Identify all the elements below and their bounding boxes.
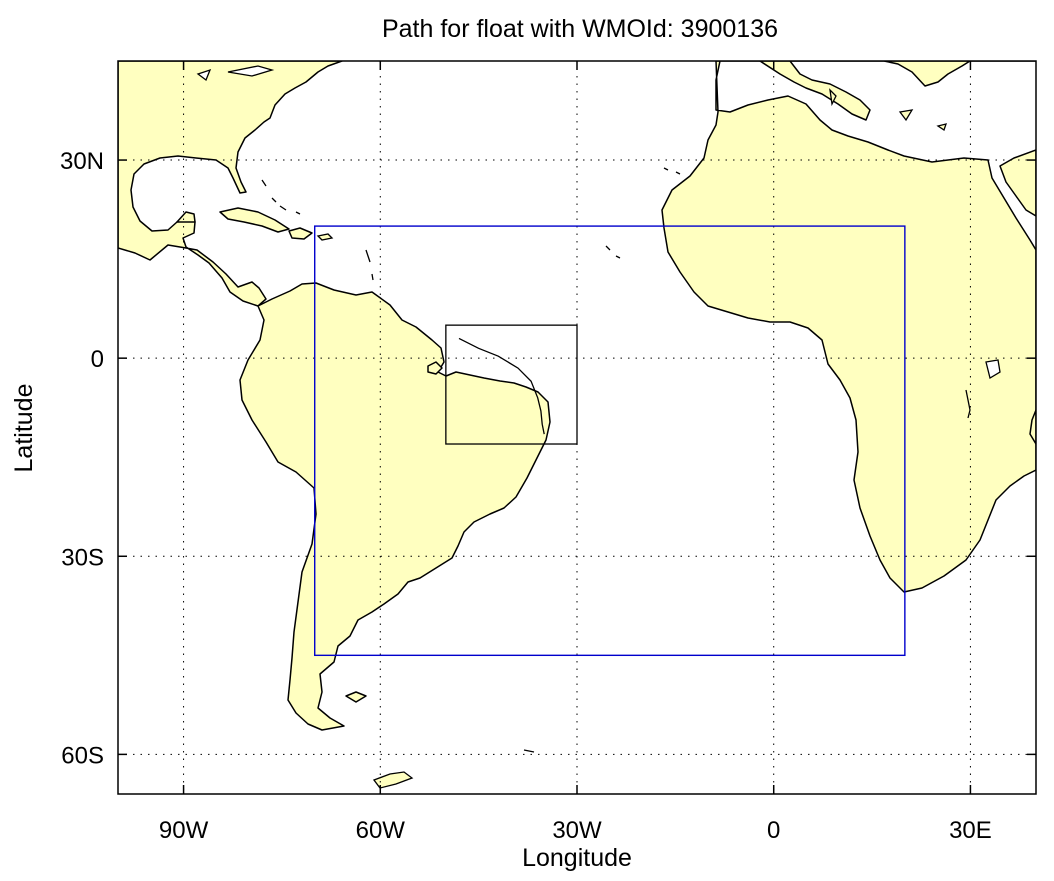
- y-tick-label: 30N: [60, 148, 104, 175]
- lake-victoria: [985, 359, 1001, 380]
- north-america-land: [118, 61, 343, 307]
- falklands-land: [345, 691, 367, 703]
- land-layer: [118, 61, 1036, 731]
- madagascar-land: [1029, 409, 1036, 445]
- marajo-island-land: [427, 361, 443, 375]
- chart-title: Path for float with WMOId: 3900136: [382, 15, 778, 43]
- y-axis-title: Latitude: [10, 384, 38, 473]
- south-america-land: [239, 282, 551, 731]
- x-axis-title: Longitude: [522, 844, 632, 872]
- x-tick-label: 30E: [949, 817, 992, 844]
- x-tick-label: 0: [767, 817, 780, 844]
- region-box: [314, 225, 906, 657]
- hispaniola-land: [288, 227, 313, 240]
- axis-ticks: 90W 60W 30W 0 30E 30N 0 30S 60S: [60, 61, 1036, 844]
- europe-land: [759, 61, 871, 121]
- cuba-land: [219, 207, 290, 233]
- x-tick-label: 60W: [356, 817, 406, 844]
- lake-tanganyika: [965, 389, 971, 419]
- south-georgia: [523, 749, 535, 753]
- lesser-antilles: [365, 249, 374, 281]
- y-tick-label: 60S: [61, 742, 104, 769]
- sicily-sardinia: [829, 88, 947, 132]
- x-tick-label: 90W: [159, 817, 209, 844]
- y-tick-label: 30S: [61, 544, 104, 571]
- small-features: [196, 65, 1001, 789]
- great-lakes: [196, 65, 275, 82]
- bahamas-land: [261, 179, 301, 215]
- float-path-line: [458, 337, 545, 435]
- canary-land: [663, 167, 681, 175]
- yucatan-land: [176, 211, 196, 223]
- x-tick-label: 30W: [552, 817, 602, 844]
- overlay-layer: [314, 225, 906, 657]
- arabia-land: [999, 149, 1036, 217]
- y-tick-label: 0: [91, 346, 104, 373]
- cape-verde-land: [605, 245, 621, 259]
- zoom-box: [445, 324, 578, 445]
- puerto-rico-land: [316, 233, 334, 241]
- africa-land: [661, 61, 1036, 593]
